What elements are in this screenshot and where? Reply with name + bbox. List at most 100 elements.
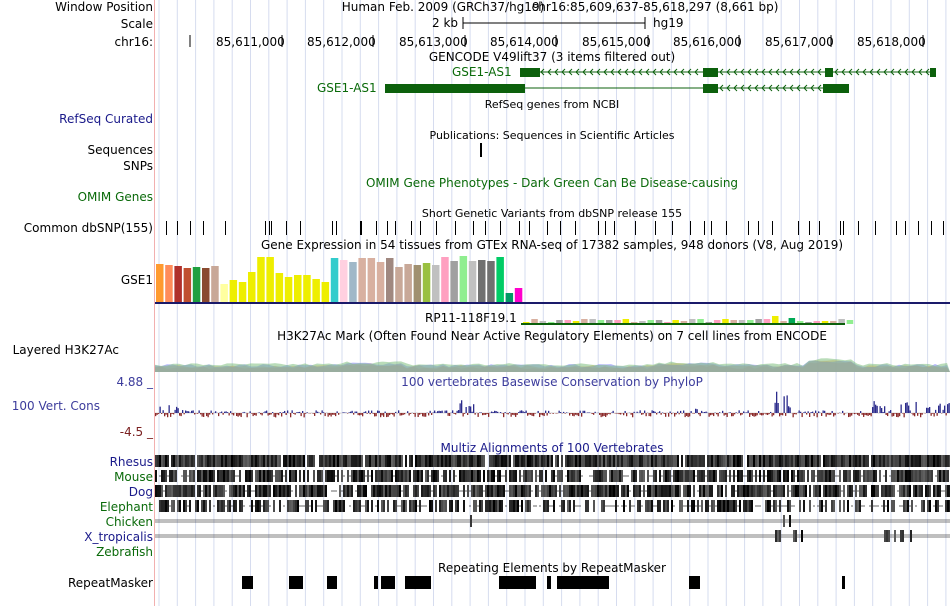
multiz-block <box>411 455 413 467</box>
multiz-block <box>865 470 867 482</box>
dbsnp-variants[interactable] <box>166 221 944 235</box>
multiz-block <box>843 485 845 497</box>
strand-arrow <box>904 68 909 76</box>
multiz-block <box>585 455 587 467</box>
multiz-block <box>723 470 725 482</box>
phylop-bar-positive <box>777 402 779 413</box>
multiz-block <box>921 470 923 482</box>
dbsnp-variant <box>635 221 636 235</box>
phylop-bar-positive <box>321 410 323 413</box>
species-label-rhesus[interactable]: Rhesus <box>109 455 153 469</box>
track-label-refseq-curated[interactable]: RefSeq Curated <box>59 112 153 126</box>
phylop-bar-negative <box>606 413 608 416</box>
gtex-rp11-bar <box>763 319 771 324</box>
phylop-bar-negative <box>320 413 322 415</box>
multiz-block <box>443 500 445 512</box>
multiz-block <box>299 455 301 467</box>
multiz-block <box>289 485 291 497</box>
species-label-mouse[interactable]: Mouse <box>114 470 153 484</box>
phylop-bar-negative <box>632 413 634 418</box>
multiz-block <box>199 485 201 497</box>
phylop-bar-positive <box>654 411 656 413</box>
phylop-bar-negative <box>300 413 302 417</box>
track-label-gse1[interactable]: GSE1 <box>120 273 153 287</box>
species-label-zebrafish[interactable]: Zebrafish <box>96 545 153 559</box>
refseq-track-title: RefSeq genes from NCBI <box>484 98 620 111</box>
multiz-block <box>387 470 389 482</box>
track-label-omim-genes[interactable]: OMIM Genes <box>77 190 153 204</box>
phylop-bar-negative <box>194 413 196 415</box>
dbsnp-variant <box>655 221 656 235</box>
track-label-layered-h3k27ac[interactable]: Layered H3K27Ac <box>12 343 119 357</box>
multiz-block <box>667 485 669 497</box>
multiz-block <box>893 485 895 497</box>
multiz-block <box>335 455 337 467</box>
multiz-block <box>535 455 537 467</box>
phylop-bar-negative <box>861 413 863 415</box>
multiz-block <box>377 455 379 467</box>
multiz-block <box>323 485 325 497</box>
multiz-block <box>801 455 803 467</box>
species-label-x-tropicalis[interactable]: X_tropicalis <box>84 530 153 544</box>
track-label-common-dbsnp[interactable]: Common dbSNP(155) <box>23 221 153 235</box>
gtex-expression-bars[interactable] <box>156 256 523 302</box>
phylop-conservation-signal[interactable] <box>155 391 950 418</box>
multiz-block <box>523 485 525 497</box>
multiz-block <box>487 470 489 482</box>
h3k27ac-signal[interactable] <box>155 358 950 372</box>
species-label-elephant[interactable]: Elephant <box>99 500 153 514</box>
phylop-bar-negative <box>753 413 755 417</box>
multiz-block <box>473 500 475 512</box>
phylop-bar-positive <box>441 410 443 413</box>
multiz-alignments[interactable] <box>155 455 950 542</box>
multiz-block <box>915 485 917 497</box>
gtex-gene-label-rp11[interactable]: RP11-118F19.1 <box>425 311 517 325</box>
multiz-block <box>379 485 381 497</box>
multiz-block <box>707 485 709 497</box>
gene-gse1-as1-a-model[interactable] <box>520 68 936 77</box>
multiz-block <box>271 455 273 467</box>
multiz-block <box>925 455 927 467</box>
multiz-block <box>643 470 645 482</box>
phylop-bar-negative <box>591 413 593 415</box>
multiz-block <box>187 485 189 497</box>
dbsnp-variant <box>598 221 599 235</box>
species-label-dog[interactable]: Dog <box>128 485 153 499</box>
publication-hit[interactable] <box>480 143 482 157</box>
multiz-block <box>459 455 461 467</box>
track-label-repeatmasker[interactable]: RepeatMasker <box>67 576 153 590</box>
repeat-element <box>327 576 337 589</box>
dbsnp-variant <box>896 221 897 235</box>
multiz-block <box>431 455 433 467</box>
multiz-block <box>707 500 709 512</box>
phylop-bar-negative <box>173 413 175 415</box>
track-label-sequences[interactable]: Sequences <box>87 143 153 157</box>
multiz-block <box>393 500 395 512</box>
phylop-bar-negative <box>750 413 752 415</box>
phylop-bar-negative <box>314 413 316 416</box>
gtex-rp11-bars[interactable] <box>523 316 854 324</box>
phylop-bar-negative <box>366 413 368 414</box>
gene-label-gse1-as1-b[interactable]: GSE1-AS1 <box>317 81 377 95</box>
multiz-block <box>435 470 437 482</box>
multiz-block <box>249 455 251 467</box>
gene-gse1-as1-b-model[interactable] <box>385 84 849 93</box>
phylop-bar-negative <box>534 413 536 414</box>
track-label-vert-cons[interactable]: 100 Vert. Cons <box>11 399 100 413</box>
strand-arrow <box>568 68 573 76</box>
species-label-chicken[interactable]: Chicken <box>105 515 153 529</box>
multiz-block <box>945 470 947 482</box>
multiz-block <box>819 500 821 512</box>
gene-label-gse1-as1-a[interactable]: GSE1-AS1 <box>452 65 512 79</box>
track-image[interactable]: Human Feb. 2009 (GRCh37/hg19) chr16:85,6… <box>155 0 950 606</box>
multiz-block <box>893 455 895 467</box>
multiz-block <box>845 470 847 482</box>
track-label-snps[interactable]: SNPs <box>123 159 153 173</box>
multiz-block <box>423 455 425 467</box>
multiz-block <box>479 485 481 497</box>
dbsnp-variant <box>225 221 226 235</box>
multiz-block <box>229 455 231 467</box>
multiz-block <box>361 455 363 467</box>
repeatmasker-elements[interactable] <box>242 576 845 589</box>
multiz-block <box>497 470 499 482</box>
